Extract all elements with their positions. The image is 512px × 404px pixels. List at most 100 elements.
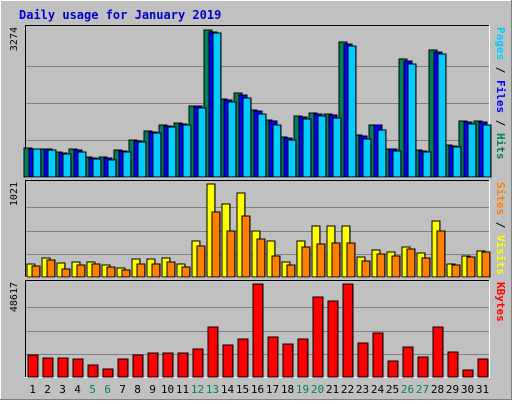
bar-kbytes-day-4 (72, 358, 84, 378)
y-max-label: 1021 (9, 182, 20, 206)
bar-body (297, 338, 309, 378)
bar-pages-day-26 (407, 63, 417, 178)
bar-pages-day-22 (347, 45, 357, 178)
bar-body (241, 215, 251, 278)
bar-body (317, 115, 327, 178)
bar-body (406, 248, 416, 278)
bar-sites-day-29 (451, 264, 461, 278)
bar-sites-day-9 (151, 263, 161, 278)
bar-sites-day-5 (91, 263, 101, 278)
bar-body (376, 253, 386, 278)
panel-kbytes: 48617 KBytes (9, 280, 507, 378)
bar-body (451, 264, 461, 278)
bar-kbytes-day-6 (102, 368, 114, 378)
bar-kbytes-day-25 (387, 360, 399, 378)
bar-body (437, 53, 447, 178)
x-tick-label: 17 (266, 383, 279, 396)
bar-body (466, 256, 476, 278)
bar-body (61, 268, 71, 278)
bar-body (372, 332, 384, 378)
bar-body (327, 300, 339, 378)
legend-kbytes: KBytes (494, 282, 507, 322)
x-tick-label: 7 (119, 383, 126, 396)
bar-kbytes-day-3 (57, 357, 69, 378)
bar-sites-day-4 (76, 264, 86, 278)
bar-body (166, 261, 176, 278)
bar-body (272, 124, 282, 178)
x-tick-label: 29 (446, 383, 459, 396)
bar-body (407, 63, 417, 178)
bar-body (227, 101, 237, 178)
bar-sites-day-31 (481, 251, 491, 278)
bar-sites-day-27 (421, 257, 431, 278)
bar-body (256, 238, 266, 278)
bar-kbytes-day-20 (312, 296, 324, 378)
bar-kbytes-day-8 (132, 354, 144, 378)
bar-kbytes-day-14 (222, 344, 234, 378)
bar-body (147, 352, 159, 378)
bar-kbytes-day-9 (147, 352, 159, 378)
bar-body (286, 264, 296, 278)
bar-kbytes-day-29 (447, 351, 459, 378)
bar-body (167, 126, 177, 178)
bar-sites-day-2 (46, 259, 56, 278)
bar-body (196, 245, 206, 278)
bar-kbytes-day-13 (207, 326, 219, 378)
bar-body (257, 113, 267, 178)
bar-kbytes-day-24 (372, 332, 384, 378)
bar-pages-day-7 (122, 151, 132, 178)
bar-pages-day-14 (227, 101, 237, 178)
bar-body (402, 346, 414, 378)
bar-pages-day-1 (32, 148, 42, 178)
bar-body (152, 132, 162, 178)
legend-entry: Pages (494, 27, 507, 60)
legend-entry: Files (494, 80, 507, 113)
bar-pages-day-30 (467, 123, 477, 178)
x-tick-label: 30 (461, 383, 474, 396)
bar-body (222, 344, 234, 378)
bar-body (377, 129, 387, 178)
bar-body (47, 149, 57, 178)
bar-body (347, 45, 357, 178)
bar-pages-day-3 (62, 153, 72, 178)
bar-body (207, 326, 219, 378)
bar-sites-day-14 (226, 230, 236, 278)
x-tick-label: 22 (341, 383, 354, 396)
bar-sites-day-6 (106, 266, 116, 278)
bar-sites-day-18 (286, 264, 296, 278)
x-tick-label: 15 (236, 383, 249, 396)
x-tick-label: 14 (221, 383, 235, 396)
chart-panels: 3274 Pages / Files / Hits 1021 Sites / Visi… (9, 25, 507, 378)
bar-sites-day-25 (391, 255, 401, 278)
bar-pages-day-8 (137, 141, 147, 178)
bar-body (137, 141, 147, 178)
bar-kbytes-day-2 (42, 357, 54, 378)
bar-pages-day-12 (197, 107, 207, 178)
bar-body (392, 150, 402, 178)
x-tick-label: 13 (206, 383, 219, 396)
bar-body (252, 283, 264, 378)
bar-body (267, 336, 279, 378)
legend-entry: / (494, 60, 507, 80)
bar-body (417, 356, 429, 378)
bar-kbytes-day-30 (462, 369, 474, 378)
bar-sites-day-3 (61, 268, 71, 278)
y-max-label: 3274 (9, 27, 20, 51)
bar-body (481, 251, 491, 278)
bar-body (237, 338, 249, 378)
bar-body (421, 257, 431, 278)
x-tick-label: 25 (386, 383, 399, 396)
bar-body (197, 107, 207, 178)
bar-body (452, 146, 462, 178)
x-tick-label: 18 (281, 383, 294, 396)
bar-sites-day-19 (301, 246, 311, 278)
bar-kbytes-day-1 (27, 354, 39, 378)
bar-kbytes-day-27 (417, 356, 429, 378)
x-tick-label: 8 (134, 383, 141, 396)
bar-pages-day-16 (257, 113, 267, 178)
bar-body (226, 230, 236, 278)
bar-body (332, 117, 342, 178)
bar-body (136, 263, 146, 278)
